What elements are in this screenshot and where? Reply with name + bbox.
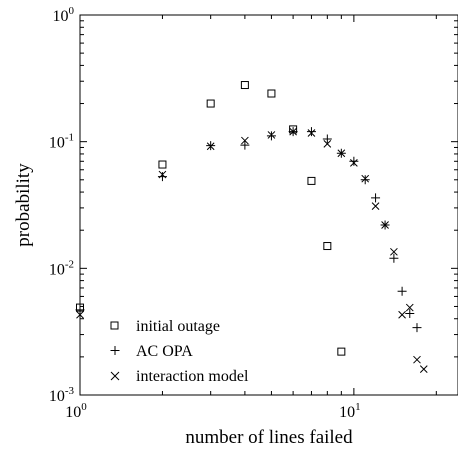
legend-label-interaction-model: interaction model xyxy=(136,368,249,385)
marker-interaction-model xyxy=(361,174,370,183)
axis-ticks xyxy=(79,14,458,396)
legend-item-initial-outage: initial outage xyxy=(110,318,220,335)
legend: initial outage AC OPA interaction model xyxy=(110,318,249,385)
legend-label-initial-outage: initial outage xyxy=(136,318,220,335)
marker-initial-outage xyxy=(206,99,215,108)
y-axis-label: probability xyxy=(13,163,34,247)
marker-interaction-model xyxy=(398,310,406,319)
marker-interaction-model xyxy=(289,127,297,136)
marker-interaction-model xyxy=(158,170,167,179)
marker-interaction-model xyxy=(307,129,316,137)
marker-ac-opa xyxy=(371,193,381,203)
marker-ac-opa xyxy=(360,175,370,185)
marker-ac-opa xyxy=(397,286,407,296)
marker-ac-opa xyxy=(266,131,276,141)
marker-ac-opa xyxy=(412,323,422,333)
marker-ac-opa xyxy=(240,140,250,150)
marker-interaction-model xyxy=(419,365,428,373)
marker-initial-outage xyxy=(158,160,167,169)
legend-x-marker xyxy=(110,371,120,381)
marker-ac-opa xyxy=(157,172,167,182)
marker-ac-opa xyxy=(405,308,415,318)
y-tick-label: 10-2 xyxy=(49,258,74,278)
x-tick-label: 100 xyxy=(65,401,87,421)
legend-square-marker xyxy=(110,321,119,330)
marker-initial-outage xyxy=(307,176,316,185)
marker-interaction-model xyxy=(76,310,84,319)
marker-interaction-model xyxy=(381,221,389,229)
marker-interaction-model xyxy=(206,142,215,151)
legend-item-interaction-model: interaction model xyxy=(110,368,249,385)
marker-initial-outage xyxy=(323,242,332,251)
plot-frame xyxy=(79,14,458,396)
marker-interaction-model xyxy=(241,136,249,145)
data-marks xyxy=(75,81,428,373)
marker-interaction-model xyxy=(267,131,276,139)
marker-interaction-model xyxy=(337,149,346,158)
marker-interaction-model xyxy=(350,159,358,167)
legend-plus-marker xyxy=(110,346,120,355)
y-tick-label: 10-1 xyxy=(49,132,74,152)
tick-labels: 100 101 10-3 10-2 10-1 100 xyxy=(49,5,361,421)
marker-interaction-model xyxy=(390,247,398,256)
marker-interaction-model xyxy=(371,202,380,210)
marker-ac-opa xyxy=(349,156,359,166)
legend-item-ac-opa: AC OPA xyxy=(110,343,193,360)
marker-interaction-model xyxy=(323,140,332,148)
marker-interaction-model xyxy=(405,303,414,312)
marker-initial-outage xyxy=(337,347,346,356)
marker-ac-opa xyxy=(306,127,316,137)
marker-ac-opa xyxy=(389,253,399,263)
x-axis-label: number of lines failed xyxy=(185,427,353,448)
marker-initial-outage xyxy=(240,81,249,90)
marker-interaction-model xyxy=(413,355,421,364)
legend-label-ac-opa: AC OPA xyxy=(136,343,193,360)
x-tick-label: 101 xyxy=(339,401,361,421)
marker-initial-outage xyxy=(267,89,276,98)
y-tick-label: 100 xyxy=(53,5,75,25)
marker-ac-opa xyxy=(75,305,85,315)
y-tick-label: 10-3 xyxy=(49,385,75,405)
marker-ac-opa xyxy=(322,134,332,144)
